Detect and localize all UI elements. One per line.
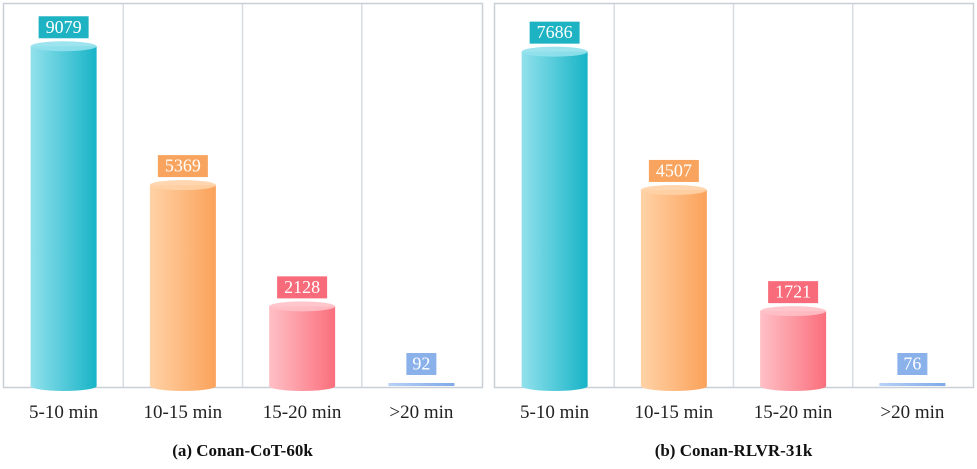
bar-top xyxy=(30,41,97,52)
bar-top xyxy=(760,306,827,317)
value-label-bg xyxy=(529,21,580,44)
bar-2: 5369 xyxy=(149,155,216,392)
value-label: 5369 xyxy=(165,156,201,176)
bar-body xyxy=(760,311,827,392)
bar-top xyxy=(149,180,216,191)
bar-body xyxy=(388,383,455,386)
value-label: 9079 xyxy=(46,17,82,37)
bar-3: 1721 xyxy=(760,281,827,392)
chart-title: (b) Conan-RLVR-31k xyxy=(655,441,813,460)
value-label-bg xyxy=(768,281,819,304)
category-label: 10-15 min xyxy=(635,402,714,423)
bar-body xyxy=(521,51,588,391)
bar-4: 76 xyxy=(879,353,946,386)
category-label: 15-20 min xyxy=(754,402,833,423)
bar-top xyxy=(521,46,588,57)
bar-1: 9079 xyxy=(30,16,97,392)
value-label-bg xyxy=(406,353,437,375)
bar-body xyxy=(640,189,707,392)
value-label: 4507 xyxy=(656,160,692,180)
category-label: 5-10 min xyxy=(520,402,590,423)
value-label: 92 xyxy=(412,354,430,374)
category-label: 15-20 min xyxy=(263,402,342,423)
category-label: 5-10 min xyxy=(29,402,99,423)
bar-body xyxy=(149,185,216,392)
chart-title: (a) Conan-CoT-60k xyxy=(172,441,313,460)
value-label-bg xyxy=(277,276,328,299)
bar-1: 7686 xyxy=(521,21,588,391)
value-label: 76 xyxy=(903,354,921,374)
bar-2: 4507 xyxy=(640,159,707,392)
value-label-bg xyxy=(38,16,89,39)
chart-panel-1: 9079 5-10 min 5369 10-15 min 2128 15-20 min 92… xyxy=(2,2,484,460)
bar-top xyxy=(269,301,336,312)
value-label-bg xyxy=(897,353,928,375)
value-label: 1721 xyxy=(775,282,811,302)
category-label: >20 min xyxy=(389,402,454,423)
category-label: >20 min xyxy=(880,402,945,423)
value-label-bg xyxy=(648,159,699,182)
bar-top xyxy=(640,184,707,195)
category-label: 10-15 min xyxy=(144,402,223,423)
bar-3: 2128 xyxy=(269,276,336,392)
value-label: 2128 xyxy=(284,277,320,297)
bar-body xyxy=(269,306,336,392)
bar-body xyxy=(30,46,97,392)
value-label: 7686 xyxy=(537,22,573,42)
bar-body xyxy=(879,383,946,386)
bar-4: 92 xyxy=(388,353,455,386)
chart-panel-2: 7686 5-10 min 4507 10-15 min 1721 15-20 min 76… xyxy=(493,2,975,460)
value-label-bg xyxy=(157,155,208,178)
